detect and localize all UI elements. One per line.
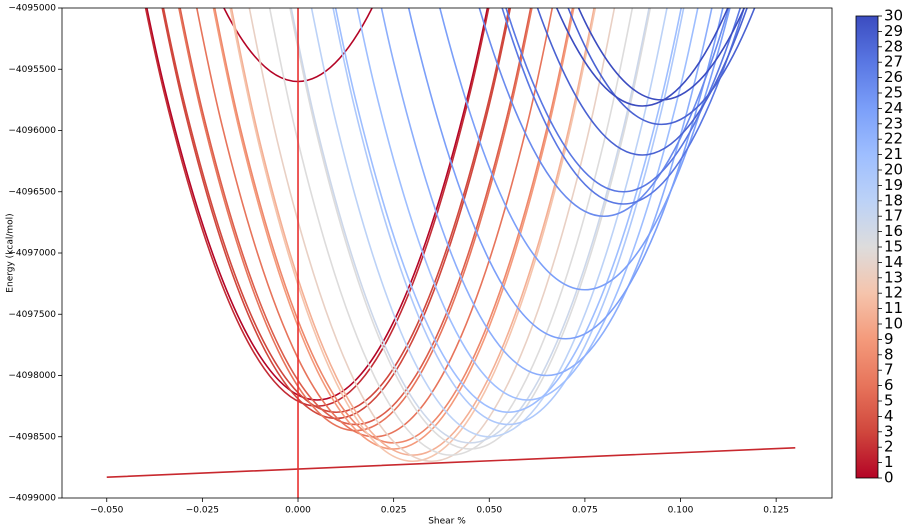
colorbar-tick-label: 16 [884,222,903,240]
series-line [179,8,532,426]
series-line [478,8,730,218]
series-line [195,8,554,438]
series-line [536,8,748,156]
colorbar-tick-label: 17 [884,207,903,225]
series-line [501,8,745,205]
series-line [407,8,724,340]
colorbar-tick-label: 30 [884,7,903,25]
colorbar-tick-label: 8 [884,345,894,363]
colorbar-tick-label: 4 [884,407,894,425]
series-line [439,8,731,291]
series-line [555,8,729,107]
colorbar-tick-label: 10 [884,315,903,333]
series-line [230,8,595,456]
colorbar-tick-label: 9 [884,330,894,348]
y-tick-label: −4098000 [8,371,56,381]
series-line [212,8,575,450]
x-tick-label: 0.100 [668,506,694,516]
series-line [106,446,796,478]
series-line [310,8,668,438]
colorbar-tick-label: 0 [884,469,894,487]
x-tick-label: 0.000 [285,506,311,516]
series-line [144,8,490,407]
colorbar-scale [855,15,879,479]
y-axis-label: Energy (kcal/mol) [6,213,16,292]
series-line [356,8,699,401]
colorbar-tick-label: 14 [884,253,903,271]
colorbar-tick-label: 23 [884,114,903,132]
colorbar-tick-label: 26 [884,68,903,86]
y-tick-label: −4099000 [8,494,56,504]
y-tick-label: −4095000 [8,4,56,14]
colorbar-tick-label: 12 [884,284,903,302]
x-axis-label: Shear % [428,517,466,527]
colorbar-tick-label: 5 [884,392,894,410]
colorbar-tick-label: 7 [884,361,894,379]
colorbar-tick-label: 22 [884,130,903,148]
plot-area [106,8,796,498]
colorbar-tick-label: 27 [884,53,903,71]
colorbar-tick-label: 28 [884,37,903,55]
colorbar-tick-label: 15 [884,238,903,256]
x-tick-label: 0.125 [763,506,789,516]
colorbar-tick-label: 19 [884,176,903,194]
series-line [229,8,597,463]
colorbar-tick-label: 11 [884,299,903,317]
series-line [577,8,746,101]
y-tick-label: −4096000 [8,126,56,136]
y-tick-label: −4097500 [8,310,56,320]
x-tick-label: 0.025 [381,506,407,516]
colorbar-tick-label: 2 [884,438,894,456]
series-line [161,8,512,420]
colorbar-tick-label: 6 [884,376,894,394]
series-line [334,8,683,414]
series-line [248,8,616,463]
y-tick-label: −4095500 [8,65,56,75]
series-line [289,8,652,450]
x-tick-label: 0.050 [476,506,502,516]
colorbar-tick-label: 24 [884,99,903,117]
x-tick-label: −0.050 [90,506,124,516]
series-line [332,8,685,426]
series-line [290,8,650,444]
colorbar-tick-label: 3 [884,422,894,440]
colorbar-tick-label: 21 [884,145,903,163]
x-tick-label: 0.075 [572,506,598,516]
colorbar-tick-label: 1 [884,453,894,471]
series-line [505,8,742,193]
series-line [567,8,756,126]
colorbar-tick-label: 13 [884,268,903,286]
x-tick-label: −0.025 [186,506,219,516]
series-line [213,8,574,444]
colorbar-tick-label: 29 [884,22,903,40]
series-line [380,8,713,377]
colorbar-tick-label: 18 [884,191,903,209]
series-line [146,8,489,401]
y-tick-label: −4097000 [8,249,56,259]
y-tick-label: −4098500 [8,432,56,442]
series-line [268,8,634,456]
colorbar-tick-label: 25 [884,84,903,102]
series-line [162,8,510,414]
y-tick-label: −4096500 [8,187,56,197]
colorbar-tick-label: 20 [884,161,903,179]
colorbar: 0123456789101112131415161718192021222324… [855,7,903,487]
